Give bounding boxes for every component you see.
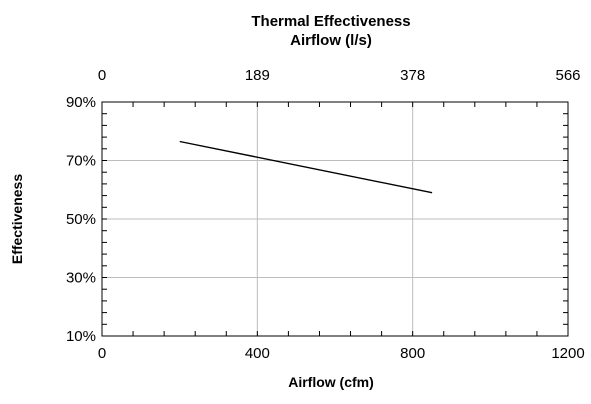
chart-title: Thermal Effectiveness	[251, 13, 410, 30]
x-tick-label: 400	[245, 345, 270, 362]
effectiveness-line	[179, 140, 433, 194]
minor-ticks	[101, 101, 569, 337]
y-axis-title: Effectiveness	[9, 174, 25, 264]
top-axis-label: Airflow (l/s)	[290, 32, 372, 49]
x-tick-label: 1200	[551, 345, 584, 362]
series-layer	[179, 140, 433, 194]
y-axis-ticks: 10% 30% 50% 70% 90%	[66, 94, 96, 345]
top-tick-label: 378	[400, 67, 425, 84]
x-axis-title: Airflow (cfm)	[288, 374, 374, 390]
top-axis-ticks: 0 189 378 566	[98, 67, 581, 84]
y-tick-label: 90%	[66, 94, 96, 111]
x-axis-ticks: 0 400 800 1200	[98, 345, 585, 362]
x-tick-label: 0	[98, 345, 106, 362]
y-tick-label: 30%	[66, 270, 96, 287]
top-tick-label: 566	[555, 67, 580, 84]
top-tick-label: 189	[245, 67, 270, 84]
gridlines	[102, 102, 568, 336]
x-tick-label: 800	[400, 345, 425, 362]
y-tick-label: 10%	[66, 328, 96, 345]
y-tick-label: 70%	[66, 153, 96, 170]
y-tick-label: 50%	[66, 211, 96, 228]
top-tick-label: 0	[98, 67, 106, 84]
